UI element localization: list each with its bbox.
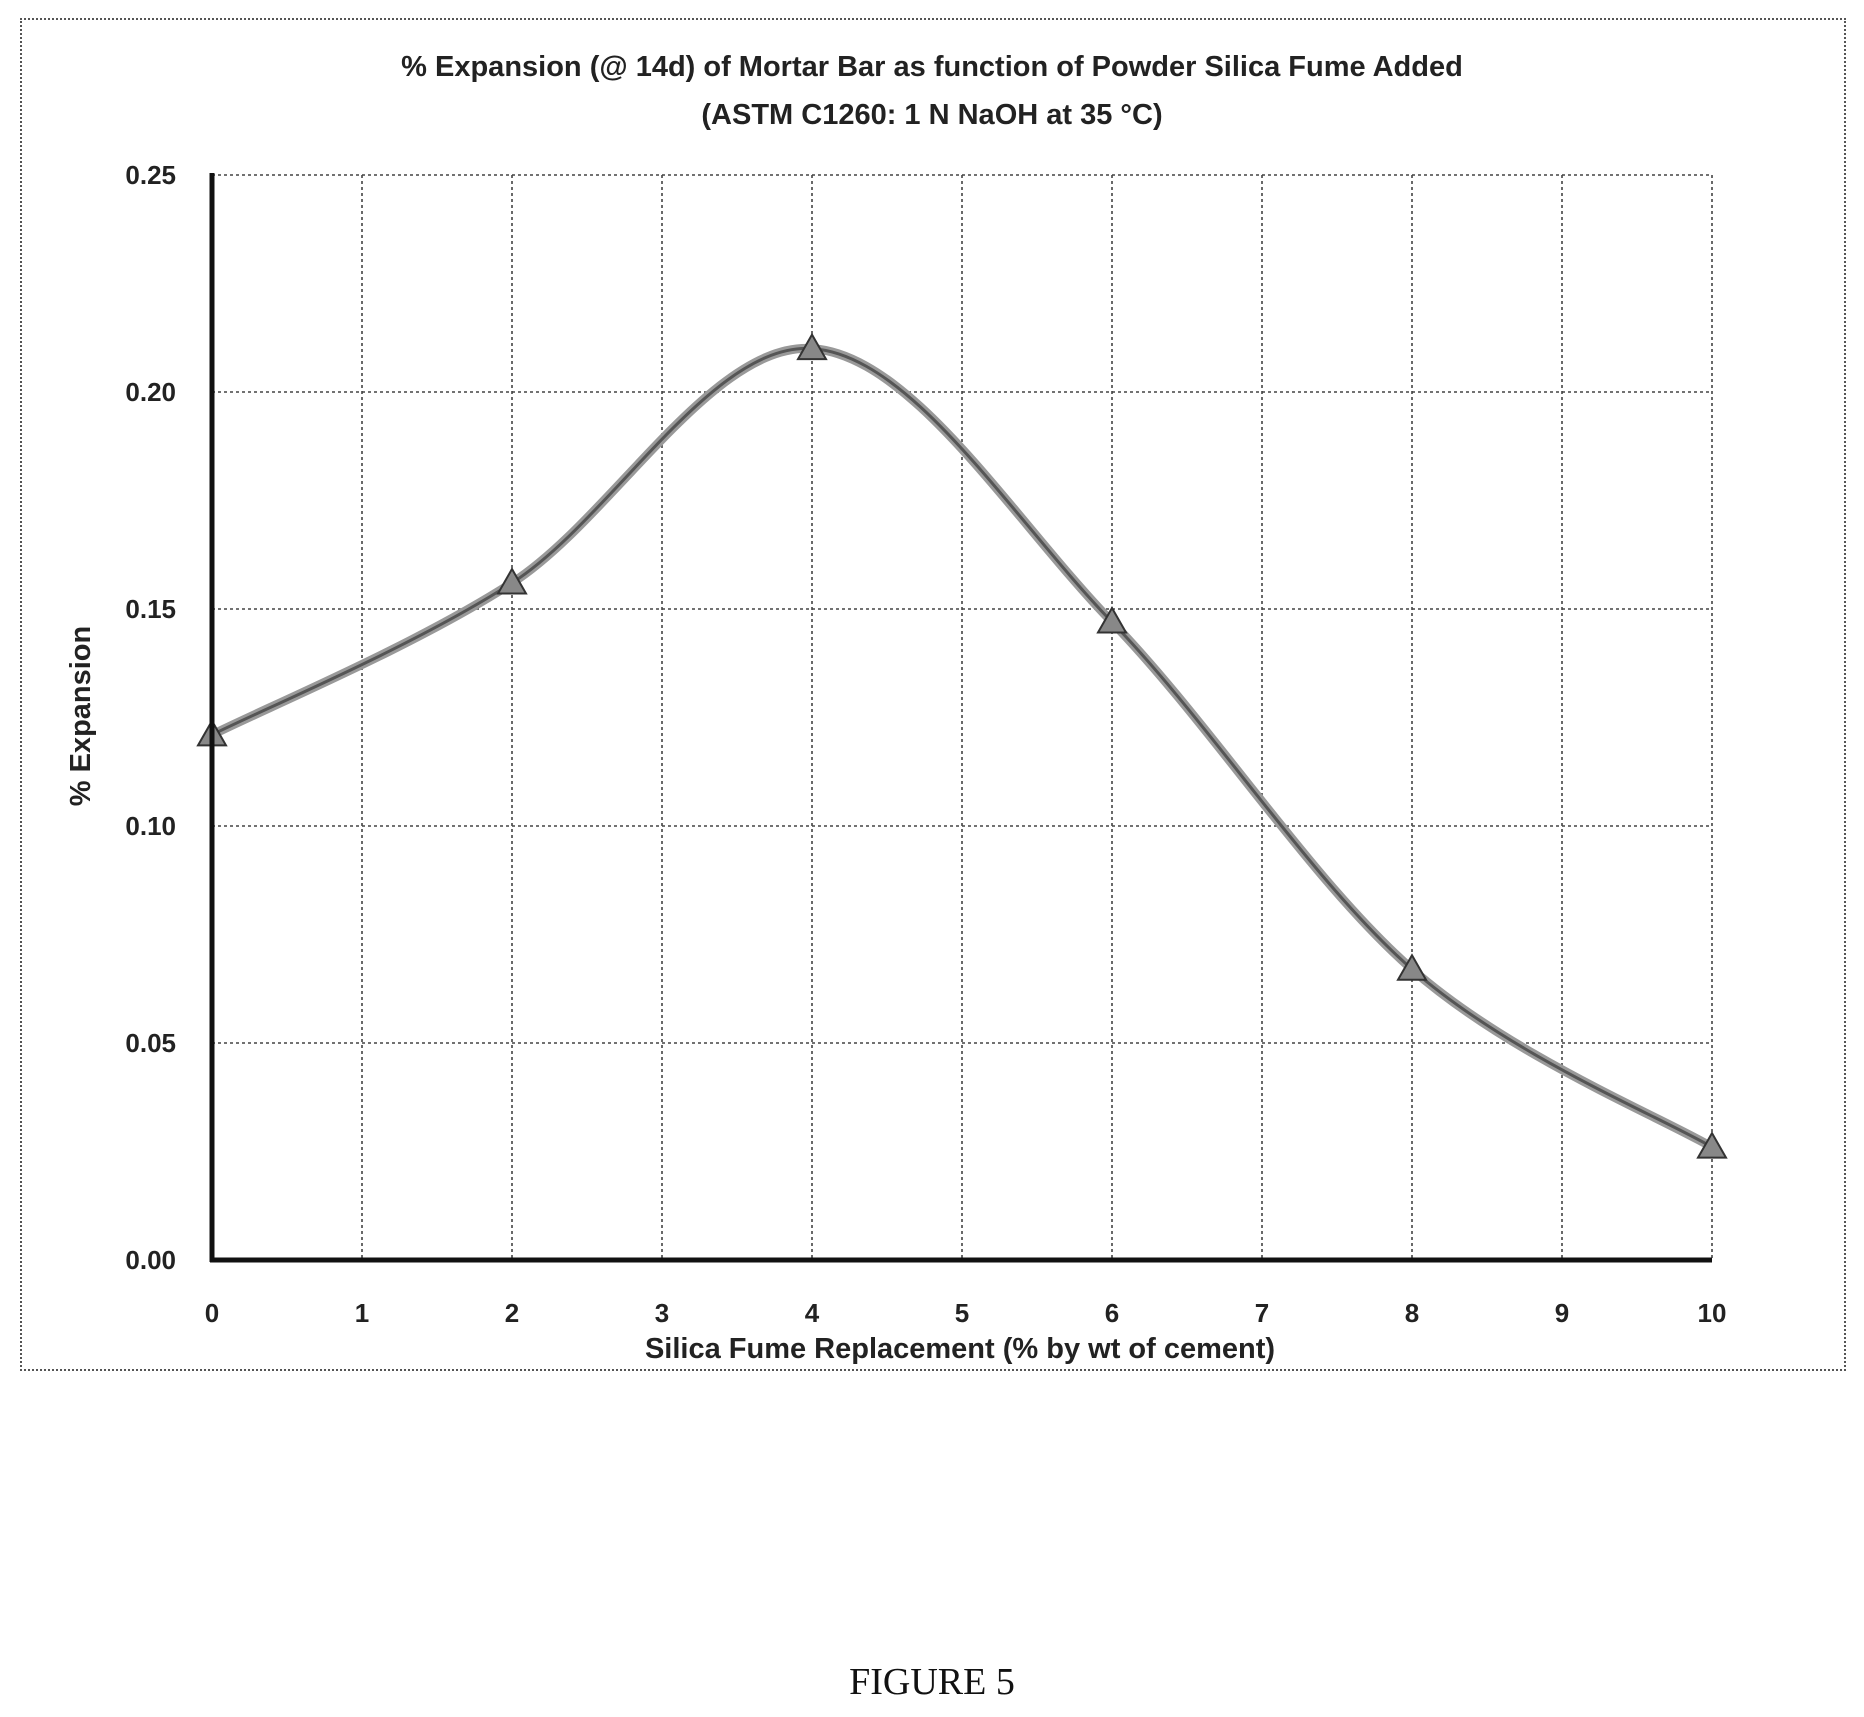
data-point-marker [1696, 1131, 1728, 1159]
axes [209, 173, 1712, 1263]
x-tick-label: 1 [355, 1298, 369, 1328]
data-point-marker [1396, 953, 1428, 981]
grid-lines [212, 174, 1713, 1260]
x-tick-label: 5 [955, 1298, 969, 1328]
figure-frame [20, 18, 1846, 1371]
x-tick-label: 8 [1405, 1298, 1419, 1328]
chart-title: % Expansion (@ 14d) of Mortar Bar as fun… [401, 51, 1463, 83]
chart: % Expansion (@ 14d) of Mortar Bar as fun… [65, 51, 1728, 1365]
data-point-marker [796, 332, 828, 361]
x-tick-label: 3 [655, 1298, 669, 1328]
y-tick-label: 0.15 [125, 594, 176, 624]
x-tick-label: 6 [1105, 1298, 1119, 1328]
figure-caption: FIGURE 5 [849, 1661, 1015, 1703]
chart-subtitle: (ASTM C1260: 1 N NaOH at 35 °C) [701, 99, 1162, 131]
x-tick-label: 0 [205, 1298, 219, 1328]
x-tick-label: 2 [505, 1298, 519, 1328]
y-tick-label: 0.10 [125, 811, 176, 841]
y-tick-label: 0.20 [125, 377, 176, 407]
y-tick-label: 0.25 [125, 160, 176, 190]
data-point-marker [1096, 606, 1128, 634]
data-point-marker [496, 566, 528, 595]
y-tick-label: 0.00 [125, 1245, 176, 1275]
tick-labels: 0 1 2 3 4 5 6 7 8 9 10 0.00 0.05 0.10 0.15 0.20 0.25 [125, 160, 1726, 1328]
x-axis-label: Silica Fume Replacement (% by wt of ceme… [645, 1333, 1275, 1365]
x-tick-label: 7 [1255, 1298, 1269, 1328]
x-tick-label: 4 [805, 1298, 820, 1328]
x-tick-label: 10 [1698, 1298, 1727, 1328]
x-tick-label: 9 [1555, 1298, 1569, 1328]
y-tick-label: 0.05 [125, 1028, 176, 1058]
y-axis-label: % Expansion [65, 626, 97, 807]
series-line [211, 347, 1713, 1149]
